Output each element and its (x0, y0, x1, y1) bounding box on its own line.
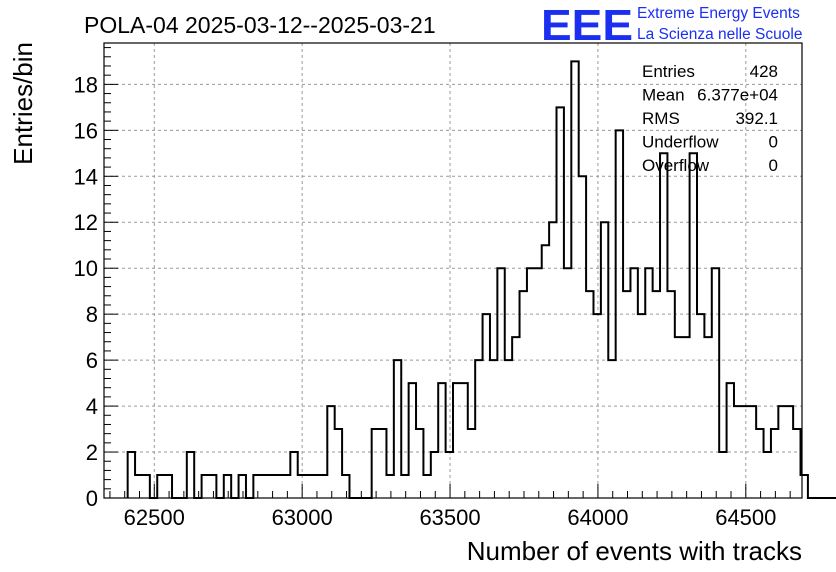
x-tick-label: 62500 (124, 505, 185, 530)
y-tick-label: 14 (74, 164, 98, 189)
axis-ticks (104, 47, 791, 499)
y-tick-label: 2 (86, 440, 98, 465)
eee-logo-mark: EEE (541, 1, 633, 50)
y-tick-label: 0 (86, 486, 98, 511)
x-axis-label: Number of events with tracks (467, 536, 802, 566)
x-tick-label: 63500 (419, 505, 480, 530)
x-tick-labels: 62500 63000 63500 64000 64500 (124, 505, 777, 530)
plot-frame (103, 42, 803, 499)
y-tick-label: 10 (74, 256, 98, 281)
stats-label: Mean (642, 86, 685, 105)
stats-value: 392.1 (735, 109, 778, 128)
chart-title: POLA-04 2025-03-12--2025-03-21 (84, 12, 436, 38)
stats-value: 0 (769, 156, 778, 175)
y-tick-label: 6 (86, 348, 98, 373)
histogram-outline (126, 60, 836, 499)
stats-label: Entries (642, 62, 695, 81)
stats-label: RMS (642, 109, 680, 128)
stats-label: Overflow (642, 156, 710, 175)
stats-box: Entries 428 Mean 6.377e+04 RMS 392.1 Underflow… (642, 62, 778, 175)
y-axis-label: Entries/bin (8, 42, 38, 165)
y-tick-labels: 0 2 4 6 8 10 12 14 16 18 (74, 72, 98, 511)
stats-value: 6.377e+04 (697, 86, 778, 105)
stats-value: 0 (769, 133, 778, 152)
y-tick-label: 12 (74, 210, 98, 235)
x-tick-label: 64500 (715, 505, 776, 530)
y-tick-label: 4 (86, 394, 98, 419)
y-tick-label: 18 (74, 72, 98, 97)
y-tick-label: 16 (74, 118, 98, 143)
x-tick-label: 64000 (567, 505, 628, 530)
eee-logo: EEE Extreme Energy Events La Scienza nel… (541, 1, 802, 50)
eee-logo-line2: La Scienza nelle Scuole (637, 26, 802, 43)
stats-label: Underflow (642, 133, 719, 152)
eee-logo-line1: Extreme Energy Events (637, 5, 800, 22)
y-tick-label: 8 (86, 302, 98, 327)
x-tick-label: 63000 (272, 505, 333, 530)
stats-value: 428 (750, 62, 778, 81)
